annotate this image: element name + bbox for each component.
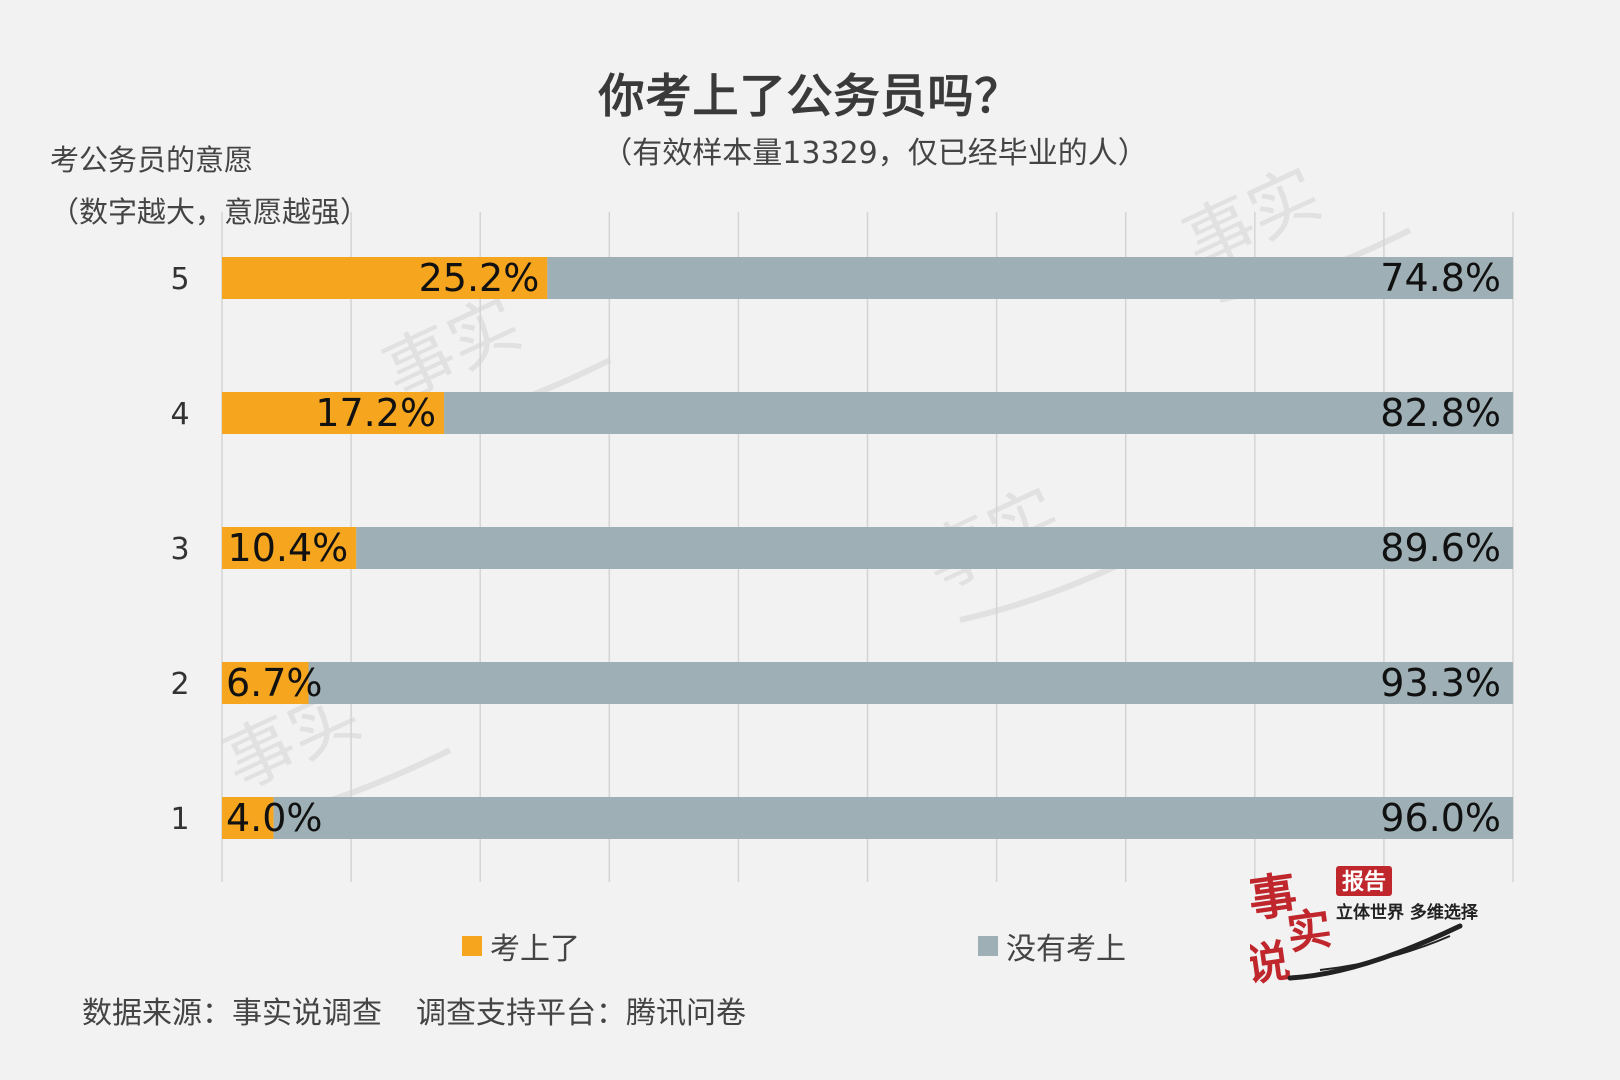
data-label-not-passed: 74.8% xyxy=(1380,256,1501,300)
data-label-not-passed: 93.3% xyxy=(1380,661,1501,705)
data-label-passed: 25.2% xyxy=(419,256,540,300)
brand-logo: 事 实 说 报告 立体世界 多维选择 xyxy=(1250,866,1479,986)
legend-label-not-passed: 没有考上 xyxy=(1006,932,1126,967)
bar-passed xyxy=(222,797,274,839)
bar-passed xyxy=(222,527,357,569)
bar-not-passed xyxy=(444,392,1513,434)
platform-text: 调查支持平台：腾讯问卷 xyxy=(416,996,746,1031)
data-label-passed: 6.7% xyxy=(226,661,323,705)
brand-logo-glyph-3: 说 xyxy=(1250,935,1293,986)
legend-item-passed: 考上了 xyxy=(462,924,580,968)
legend-swatch-not-passed xyxy=(978,936,998,956)
y-axis-title: 考公务员的意愿 （数字越大，意愿越强） xyxy=(50,134,369,238)
category-label: 2 xyxy=(170,667,189,702)
brand-tagline: 立体世界 多维选择 xyxy=(1336,902,1479,923)
data-label-passed: 10.4% xyxy=(228,526,349,570)
brand-logo-glyph-1: 事 xyxy=(1250,866,1301,928)
chart-title: 你考上了公务员吗？ xyxy=(598,69,1022,123)
bar-not-passed xyxy=(273,797,1513,839)
chart-subtitle: （有效样本量13329，仅已经毕业的人） xyxy=(602,136,1148,171)
data-source-note: 数据来源：事实说调查 调查支持平台：腾讯问卷 xyxy=(82,988,746,1032)
bar-not-passed xyxy=(547,257,1513,299)
data-label-not-passed: 89.6% xyxy=(1380,526,1501,570)
y-axis-title-line1: 考公务员的意愿 xyxy=(50,143,254,177)
y-axis-title-line2: （数字越大，意愿越强） xyxy=(50,195,370,229)
data-label-passed: 4.0% xyxy=(226,796,323,840)
category-label: 4 xyxy=(170,397,189,432)
category-label: 1 xyxy=(170,802,189,837)
legend-item-not-passed: 没有考上 xyxy=(978,924,1126,968)
data-label-not-passed: 96.0% xyxy=(1380,796,1501,840)
legend-label-passed: 考上了 xyxy=(490,932,580,967)
bar-not-passed xyxy=(308,662,1513,704)
bar-passed xyxy=(222,662,309,704)
bar-passed xyxy=(222,392,445,434)
brand-badge: 报告 xyxy=(1342,870,1386,895)
category-label: 5 xyxy=(170,262,189,297)
brand-logo-glyph-2: 实 xyxy=(1284,903,1335,960)
data-label-not-passed: 82.8% xyxy=(1380,391,1501,435)
data-label-passed: 17.2% xyxy=(315,391,436,435)
bar-not-passed xyxy=(356,527,1513,569)
category-label: 3 xyxy=(170,532,189,567)
bar-passed xyxy=(222,257,548,299)
legend-swatch-passed xyxy=(462,936,482,956)
data-source-text: 数据来源：事实说调查 xyxy=(82,996,382,1031)
brand-badge-bg xyxy=(1336,866,1392,896)
